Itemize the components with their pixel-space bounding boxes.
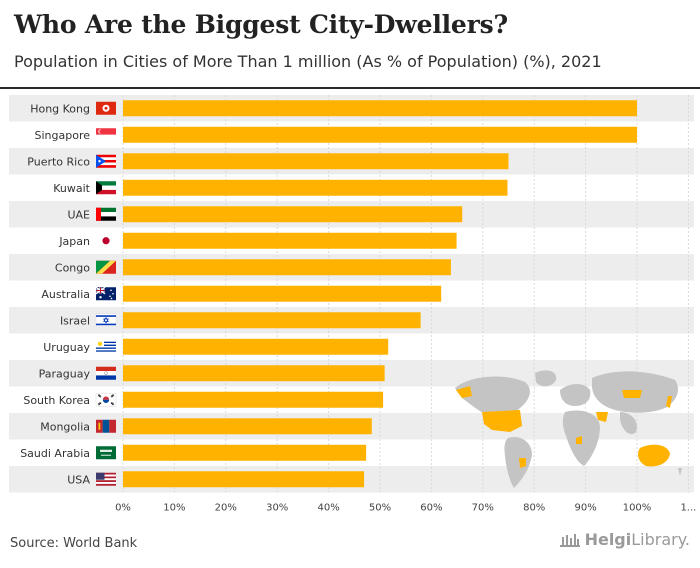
x-tick-label: 30%	[266, 503, 288, 514]
chart-title: Who Are the Biggest City-Dwellers?	[14, 10, 508, 39]
category-label: Kuwait	[53, 182, 90, 195]
map-highlight	[666, 396, 672, 408]
x-tick-label: 100%	[623, 503, 652, 514]
bar	[123, 179, 508, 196]
category-label: Israel	[60, 314, 90, 327]
map-highlight	[638, 444, 670, 467]
x-tick-label: 10%	[163, 503, 185, 514]
category-label: USA	[67, 473, 90, 486]
category-label: South Korea	[23, 394, 90, 407]
x-tick-label: 50%	[369, 503, 391, 514]
x-tick-label: 60%	[420, 503, 442, 514]
bar	[123, 126, 637, 143]
bar	[123, 232, 457, 249]
category-label: Hong Kong	[30, 102, 90, 115]
bar	[123, 418, 372, 435]
bar	[123, 338, 389, 355]
category-label: Puerto Rico	[27, 155, 90, 168]
map-highlight	[482, 410, 522, 432]
bar	[123, 100, 637, 117]
bar	[123, 285, 442, 302]
bar	[123, 206, 463, 223]
category-label: Uruguay	[43, 341, 90, 354]
map-land	[678, 468, 682, 476]
kuwait-flag	[96, 181, 116, 195]
uae-flag	[96, 207, 116, 221]
x-tick-label: 90%	[574, 503, 596, 514]
map-highlight	[456, 386, 472, 398]
category-label: Saudi Arabia	[20, 447, 90, 460]
map-land	[620, 412, 637, 435]
category-label: Australia	[41, 288, 90, 301]
mongolia-flag	[96, 419, 116, 433]
map-land	[535, 370, 557, 387]
brand-rest: Library.	[631, 530, 690, 549]
bars	[123, 100, 637, 488]
australia-flag	[95, 286, 116, 301]
category-label: Paraguay	[39, 367, 91, 380]
brand-bold: Helgi	[584, 530, 632, 549]
flags	[95, 101, 117, 486]
category-label: Mongolia	[40, 420, 90, 433]
map-land	[560, 384, 591, 406]
x-tick-label: 80%	[523, 503, 545, 514]
uruguay-flag	[96, 340, 116, 354]
israel-flag	[95, 313, 117, 327]
x-tick-labels: 0% 10% 20% 30% 40% 50% 60% 70% 80% 90% 100% 1...	[115, 503, 696, 514]
x-tick-label: 1...	[680, 503, 696, 514]
bar	[123, 153, 509, 170]
x-tick-label: 20%	[215, 503, 237, 514]
map-highlight	[519, 458, 526, 468]
puerto-rico-flag	[96, 154, 116, 168]
map-highlight	[622, 390, 642, 398]
category-label: Japan	[58, 235, 90, 248]
map-highlight	[596, 412, 608, 422]
x-tick-label: 70%	[472, 503, 494, 514]
bar-chart: Hong Kong Singapore Puerto Rico Kuwait UAE Ja…	[9, 95, 696, 514]
source-note: Source: World Bank	[10, 536, 138, 551]
bar	[123, 471, 365, 488]
south-korea-flag	[95, 393, 117, 407]
japan-flag	[96, 234, 116, 248]
map-land	[504, 436, 532, 488]
singapore-flag	[96, 128, 116, 142]
category-label: Congo	[55, 261, 90, 274]
helgi-library-logo: HelgiLibrary.	[559, 530, 690, 549]
usa-flag	[96, 472, 116, 486]
bar	[123, 365, 385, 382]
x-tick-label: 0%	[115, 503, 131, 514]
category-label: Singapore	[35, 129, 91, 142]
chart-subtitle: Population in Cities of More Than 1 mill…	[14, 52, 602, 71]
bar	[123, 391, 384, 408]
bar	[123, 444, 367, 461]
category-labels: Hong Kong Singapore Puerto Rico Kuwait UAE Ja…	[20, 102, 90, 486]
congo-flag	[96, 260, 116, 274]
hong-kong-flag	[96, 101, 116, 115]
map-highlight	[576, 436, 582, 444]
map-land	[455, 376, 530, 418]
library-building-icon	[559, 533, 580, 547]
bar	[123, 312, 421, 329]
header-divider	[0, 87, 700, 89]
world-map-icon	[455, 370, 682, 488]
paraguay-flag	[96, 366, 116, 380]
saudi-arabia-flag	[96, 446, 116, 460]
category-label: UAE	[67, 208, 90, 221]
bar	[123, 259, 451, 276]
x-tick-label: 40%	[317, 503, 339, 514]
